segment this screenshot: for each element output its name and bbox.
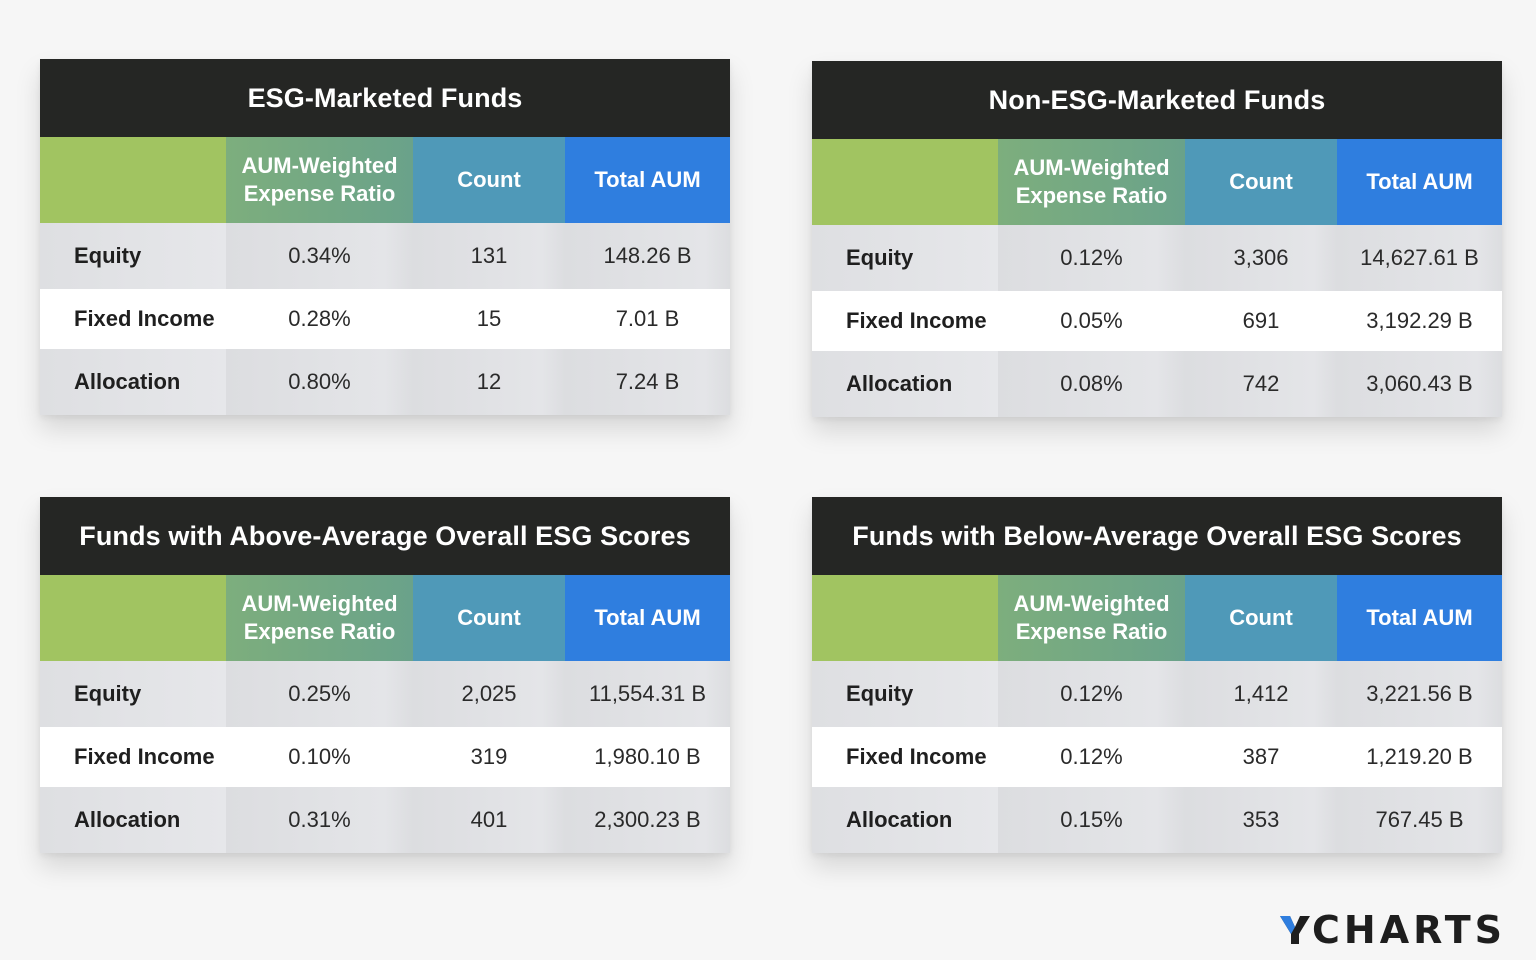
expense-ratio-cell: 0.05% bbox=[998, 291, 1185, 351]
total-aum-cell: 767.45 B bbox=[1337, 787, 1502, 853]
table-row: Allocation 0.15% 353 767.45 B bbox=[812, 787, 1502, 853]
count-cell: 319 bbox=[413, 727, 565, 787]
total-aum-cell: 1,980.10 B bbox=[565, 727, 730, 787]
total-aum-cell: 7.24 B bbox=[565, 349, 730, 415]
row-label: Fixed Income bbox=[812, 727, 998, 787]
header-row: AUM-Weighted Expense Ratio Count Total AU… bbox=[812, 575, 1502, 661]
header-expense-ratio: AUM-Weighted Expense Ratio bbox=[226, 137, 413, 223]
header-blank bbox=[812, 139, 998, 225]
row-label: Equity bbox=[812, 225, 998, 291]
total-aum-cell: 2,300.23 B bbox=[565, 787, 730, 853]
total-aum-cell: 11,554.31 B bbox=[565, 661, 730, 727]
table-non-esg-marketed: Non-ESG-Marketed Funds AUM-Weighted Expen… bbox=[812, 61, 1502, 417]
count-cell: 1,412 bbox=[1185, 661, 1337, 727]
header-blank bbox=[40, 575, 226, 661]
table-row: Fixed Income 0.12% 387 1,219.20 B bbox=[812, 727, 1502, 787]
table-row: Allocation 0.31% 401 2,300.23 B bbox=[40, 787, 730, 853]
header-blank bbox=[40, 137, 226, 223]
table-row: Fixed Income 0.05% 691 3,192.29 B bbox=[812, 291, 1502, 351]
count-cell: 12 bbox=[413, 349, 565, 415]
expense-ratio-cell: 0.10% bbox=[226, 727, 413, 787]
header-row: AUM-Weighted Expense Ratio Count Total AU… bbox=[40, 137, 730, 223]
table-row: Allocation 0.80% 12 7.24 B bbox=[40, 349, 730, 415]
table-title: Non-ESG-Marketed Funds bbox=[812, 61, 1502, 139]
header-count: Count bbox=[1185, 575, 1337, 661]
total-aum-cell: 14,627.61 B bbox=[1337, 225, 1502, 291]
logo-text: CHARTS bbox=[1312, 908, 1506, 952]
header-ratio-line2: Expense Ratio bbox=[1015, 183, 1168, 208]
table-esg-marketed: ESG-Marketed Funds AUM-Weighted Expense R… bbox=[40, 59, 730, 415]
header-ratio-line2: Expense Ratio bbox=[243, 619, 396, 644]
row-label: Equity bbox=[40, 661, 226, 727]
ycharts-y-mark-icon bbox=[1278, 913, 1312, 947]
expense-ratio-cell: 0.12% bbox=[998, 727, 1185, 787]
row-label: Allocation bbox=[40, 787, 226, 853]
count-cell: 742 bbox=[1185, 351, 1337, 417]
header-ratio-line2: Expense Ratio bbox=[1015, 619, 1168, 644]
header-expense-ratio: AUM-Weighted Expense Ratio bbox=[998, 575, 1185, 661]
count-cell: 401 bbox=[413, 787, 565, 853]
table-row: Equity 0.25% 2,025 11,554.31 B bbox=[40, 661, 730, 727]
header-blank bbox=[812, 575, 998, 661]
ycharts-logo: CHARTS bbox=[1278, 908, 1506, 952]
header-ratio-line1: AUM-Weighted bbox=[241, 591, 398, 616]
table-below-average-esg: Funds with Below-Average Overall ESG Sco… bbox=[812, 497, 1502, 853]
total-aum-cell: 7.01 B bbox=[565, 289, 730, 349]
header-expense-ratio: AUM-Weighted Expense Ratio bbox=[226, 575, 413, 661]
header-ratio-line1: AUM-Weighted bbox=[241, 153, 398, 178]
expense-ratio-cell: 0.25% bbox=[226, 661, 413, 727]
count-cell: 353 bbox=[1185, 787, 1337, 853]
header-total-aum: Total AUM bbox=[565, 137, 730, 223]
count-cell: 131 bbox=[413, 223, 565, 289]
expense-ratio-cell: 0.15% bbox=[998, 787, 1185, 853]
count-cell: 2,025 bbox=[413, 661, 565, 727]
count-cell: 691 bbox=[1185, 291, 1337, 351]
table-above-average-esg: Funds with Above-Average Overall ESG Sco… bbox=[40, 497, 730, 853]
header-count: Count bbox=[1185, 139, 1337, 225]
count-cell: 15 bbox=[413, 289, 565, 349]
row-label: Fixed Income bbox=[40, 727, 226, 787]
header-total-aum: Total AUM bbox=[1337, 575, 1502, 661]
expense-ratio-cell: 0.28% bbox=[226, 289, 413, 349]
count-cell: 387 bbox=[1185, 727, 1337, 787]
total-aum-cell: 3,221.56 B bbox=[1337, 661, 1502, 727]
table-row: Equity 0.34% 131 148.26 B bbox=[40, 223, 730, 289]
header-expense-ratio: AUM-Weighted Expense Ratio bbox=[998, 139, 1185, 225]
count-cell: 3,306 bbox=[1185, 225, 1337, 291]
expense-ratio-cell: 0.31% bbox=[226, 787, 413, 853]
table-row: Fixed Income 0.28% 15 7.01 B bbox=[40, 289, 730, 349]
table-title: Funds with Below-Average Overall ESG Sco… bbox=[812, 497, 1502, 575]
expense-ratio-cell: 0.12% bbox=[998, 225, 1185, 291]
header-total-aum: Total AUM bbox=[1337, 139, 1502, 225]
header-row: AUM-Weighted Expense Ratio Count Total AU… bbox=[40, 575, 730, 661]
table-row: Allocation 0.08% 742 3,060.43 B bbox=[812, 351, 1502, 417]
expense-ratio-cell: 0.12% bbox=[998, 661, 1185, 727]
row-label: Fixed Income bbox=[40, 289, 226, 349]
table-row: Fixed Income 0.10% 319 1,980.10 B bbox=[40, 727, 730, 787]
header-total-aum: Total AUM bbox=[565, 575, 730, 661]
header-ratio-line2: Expense Ratio bbox=[243, 181, 396, 206]
total-aum-cell: 3,192.29 B bbox=[1337, 291, 1502, 351]
header-row: AUM-Weighted Expense Ratio Count Total AU… bbox=[812, 139, 1502, 225]
expense-ratio-cell: 0.08% bbox=[998, 351, 1185, 417]
table-title: ESG-Marketed Funds bbox=[40, 59, 730, 137]
row-label: Allocation bbox=[812, 351, 998, 417]
table-row: Equity 0.12% 3,306 14,627.61 B bbox=[812, 225, 1502, 291]
header-ratio-line1: AUM-Weighted bbox=[1013, 591, 1170, 616]
row-label: Fixed Income bbox=[812, 291, 998, 351]
expense-ratio-cell: 0.34% bbox=[226, 223, 413, 289]
row-label: Equity bbox=[812, 661, 998, 727]
row-label: Equity bbox=[40, 223, 226, 289]
total-aum-cell: 3,060.43 B bbox=[1337, 351, 1502, 417]
header-count: Count bbox=[413, 137, 565, 223]
row-label: Allocation bbox=[40, 349, 226, 415]
row-label: Allocation bbox=[812, 787, 998, 853]
table-title: Funds with Above-Average Overall ESG Sco… bbox=[40, 497, 730, 575]
total-aum-cell: 1,219.20 B bbox=[1337, 727, 1502, 787]
header-count: Count bbox=[413, 575, 565, 661]
table-row: Equity 0.12% 1,412 3,221.56 B bbox=[812, 661, 1502, 727]
total-aum-cell: 148.26 B bbox=[565, 223, 730, 289]
expense-ratio-cell: 0.80% bbox=[226, 349, 413, 415]
header-ratio-line1: AUM-Weighted bbox=[1013, 155, 1170, 180]
